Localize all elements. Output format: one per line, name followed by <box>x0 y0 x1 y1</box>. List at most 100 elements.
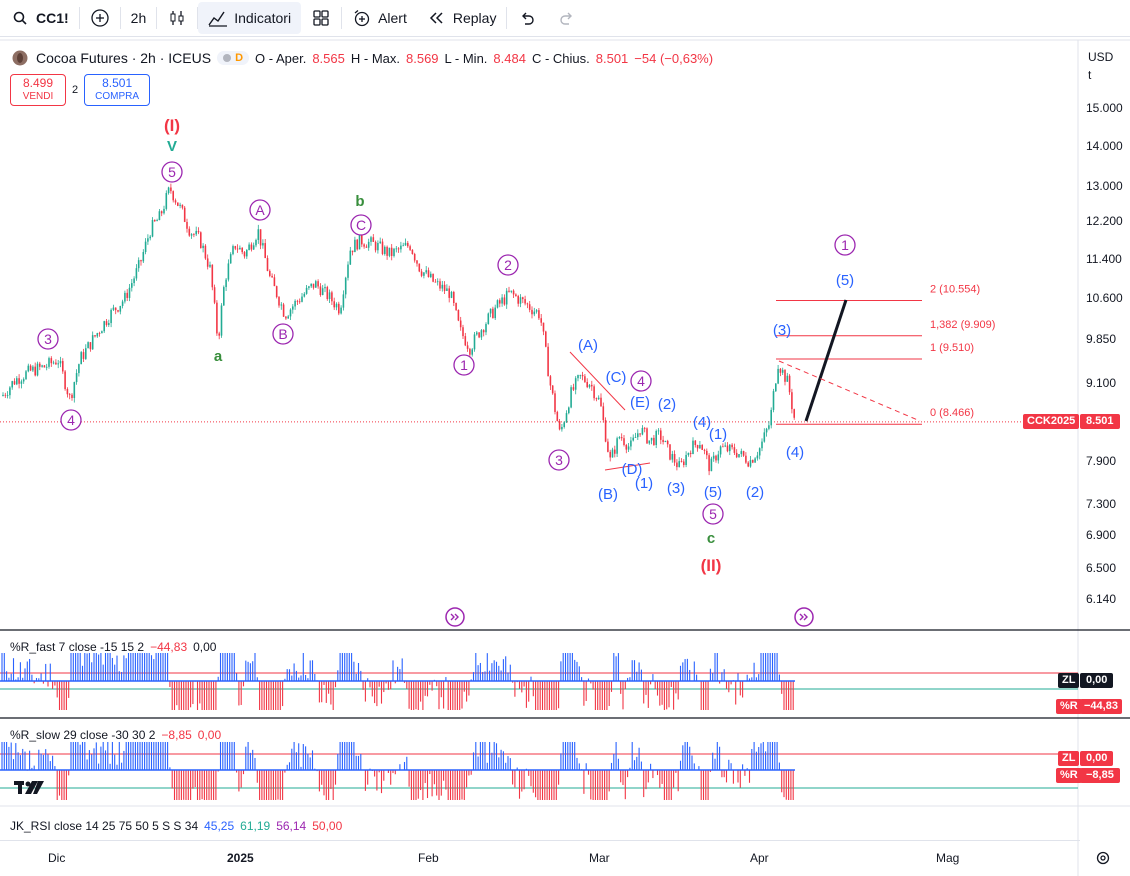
wave-label: 4 <box>67 412 75 428</box>
indicators-button[interactable]: Indicatori <box>198 2 302 34</box>
candle-body <box>186 221 188 229</box>
indicator-rsi-legend[interactable]: JK_RSI close 14 25 75 50 5 S S 34 45,25 … <box>10 819 342 833</box>
replay-button[interactable]: Replay <box>417 2 507 34</box>
candle-body <box>262 243 264 246</box>
candle-body <box>627 446 630 450</box>
market-status-badge[interactable]: D <box>217 51 250 65</box>
candle-body <box>570 387 572 408</box>
candle-body <box>16 378 18 385</box>
elliott-wave-labels: (I) V 5 A bC 3 4 a B 2 1 (A) (C) 4 (E) (2) 3 (D)(B) (1) (3)… <box>37 116 856 575</box>
wave-label: (1) <box>635 475 653 492</box>
candle-body <box>179 204 181 206</box>
candle-body <box>227 263 230 280</box>
high-value: 8.569 <box>406 50 439 66</box>
compare-button[interactable] <box>80 2 120 34</box>
candle-body <box>156 220 158 222</box>
candle-body <box>418 263 421 272</box>
chart-type-button[interactable] <box>157 2 197 34</box>
candle-body <box>365 246 368 248</box>
candle-body <box>763 432 766 442</box>
candle-body <box>473 334 476 350</box>
chevron-right-icon <box>803 613 808 621</box>
settings-gear-icon[interactable] <box>1095 850 1111 871</box>
candle-body <box>29 365 32 371</box>
candle-body <box>101 331 103 334</box>
wave-label: (II) <box>701 556 722 575</box>
candle-body <box>312 283 315 288</box>
candle-body <box>229 254 232 264</box>
candle-body <box>354 239 356 253</box>
alert-button[interactable]: Alert <box>342 2 417 34</box>
candle-body <box>310 283 312 287</box>
candle-body <box>572 387 575 390</box>
candle-body <box>455 302 457 310</box>
candle-body <box>73 382 76 398</box>
candle-body <box>305 287 308 294</box>
candle-body <box>358 233 361 250</box>
indicator-fast-legend[interactable]: %R_fast 7 close -15 15 2 −44,83 0,00 <box>10 640 216 654</box>
grid-icon <box>311 8 331 28</box>
time-label: Mar <box>589 851 610 865</box>
candle-body <box>407 242 409 247</box>
divider <box>78 7 80 29</box>
candle-body <box>80 352 82 365</box>
candle-body <box>232 246 234 255</box>
buy-button[interactable]: 8.501 COMPRA <box>84 74 151 106</box>
fib-level-label: 1,382 (9.909) <box>930 319 995 331</box>
last-price-tag: 8.501 <box>1080 414 1120 429</box>
time-axis[interactable]: Dic 2025 Feb Mar Apr Mag <box>0 840 1080 876</box>
chevron-right-icon <box>454 613 459 621</box>
candle-body <box>289 309 292 317</box>
candle-body <box>754 458 756 463</box>
unit-label[interactable]: t <box>1088 68 1092 82</box>
candle-body <box>745 455 747 463</box>
candle-body <box>259 229 262 246</box>
candle-body <box>119 305 122 312</box>
candle-body <box>586 382 588 388</box>
timeframe-button[interactable]: 2h <box>121 2 157 34</box>
candle-body <box>579 374 582 376</box>
currency-selector[interactable]: USD t <box>1085 48 1116 84</box>
currency-code[interactable]: USD <box>1088 50 1114 64</box>
candle-body <box>446 288 448 291</box>
undo-button[interactable] <box>507 2 547 34</box>
divider <box>341 7 343 29</box>
candle-body <box>641 427 644 435</box>
candle-body <box>264 243 266 259</box>
candle-body <box>52 362 55 364</box>
wave-label: (5) <box>704 484 722 501</box>
candle-body <box>457 309 460 321</box>
wave-label-circle <box>453 354 475 376</box>
candle-body <box>243 252 246 257</box>
time-label: 2025 <box>227 851 254 865</box>
rsi-value-4: 50,00 <box>312 819 343 833</box>
indicator-slow-legend[interactable]: %R_slow 29 close -30 30 2 −8,85 0,00 <box>10 728 221 742</box>
sell-button[interactable]: 8.499 VENDI <box>10 74 66 106</box>
candle-body <box>614 449 616 454</box>
price-tick-label: 13.000 <box>1086 179 1123 193</box>
indicator-rsi-name: JK_RSI close 14 25 75 50 5 S S 34 <box>10 819 199 833</box>
layouts-button[interactable] <box>301 2 341 34</box>
symbol-search[interactable]: CC1! <box>0 2 79 34</box>
status-dot-icon <box>223 54 232 62</box>
candle-body <box>512 290 515 295</box>
candle-body <box>280 304 283 306</box>
wave-label: (I) <box>164 116 180 135</box>
redo-button[interactable] <box>547 2 587 34</box>
fast-zl-value: 0,00 <box>1080 673 1114 688</box>
chevron-right-icon <box>799 613 804 621</box>
divider <box>197 7 199 29</box>
top-toolbar: CC1! 2h Indicatori Alert <box>0 0 1130 37</box>
candle-body <box>595 398 598 400</box>
candle-body <box>441 284 444 289</box>
wave-label: (3) <box>667 480 685 497</box>
candle-body <box>712 455 715 459</box>
indicator-slow-value: −8,85 <box>161 728 192 742</box>
wave-label: 5 <box>168 164 176 180</box>
candle-body <box>692 440 694 454</box>
candle-body <box>630 440 632 447</box>
candle-body <box>131 283 133 288</box>
candle-body <box>494 307 496 319</box>
candle-body <box>294 300 296 307</box>
